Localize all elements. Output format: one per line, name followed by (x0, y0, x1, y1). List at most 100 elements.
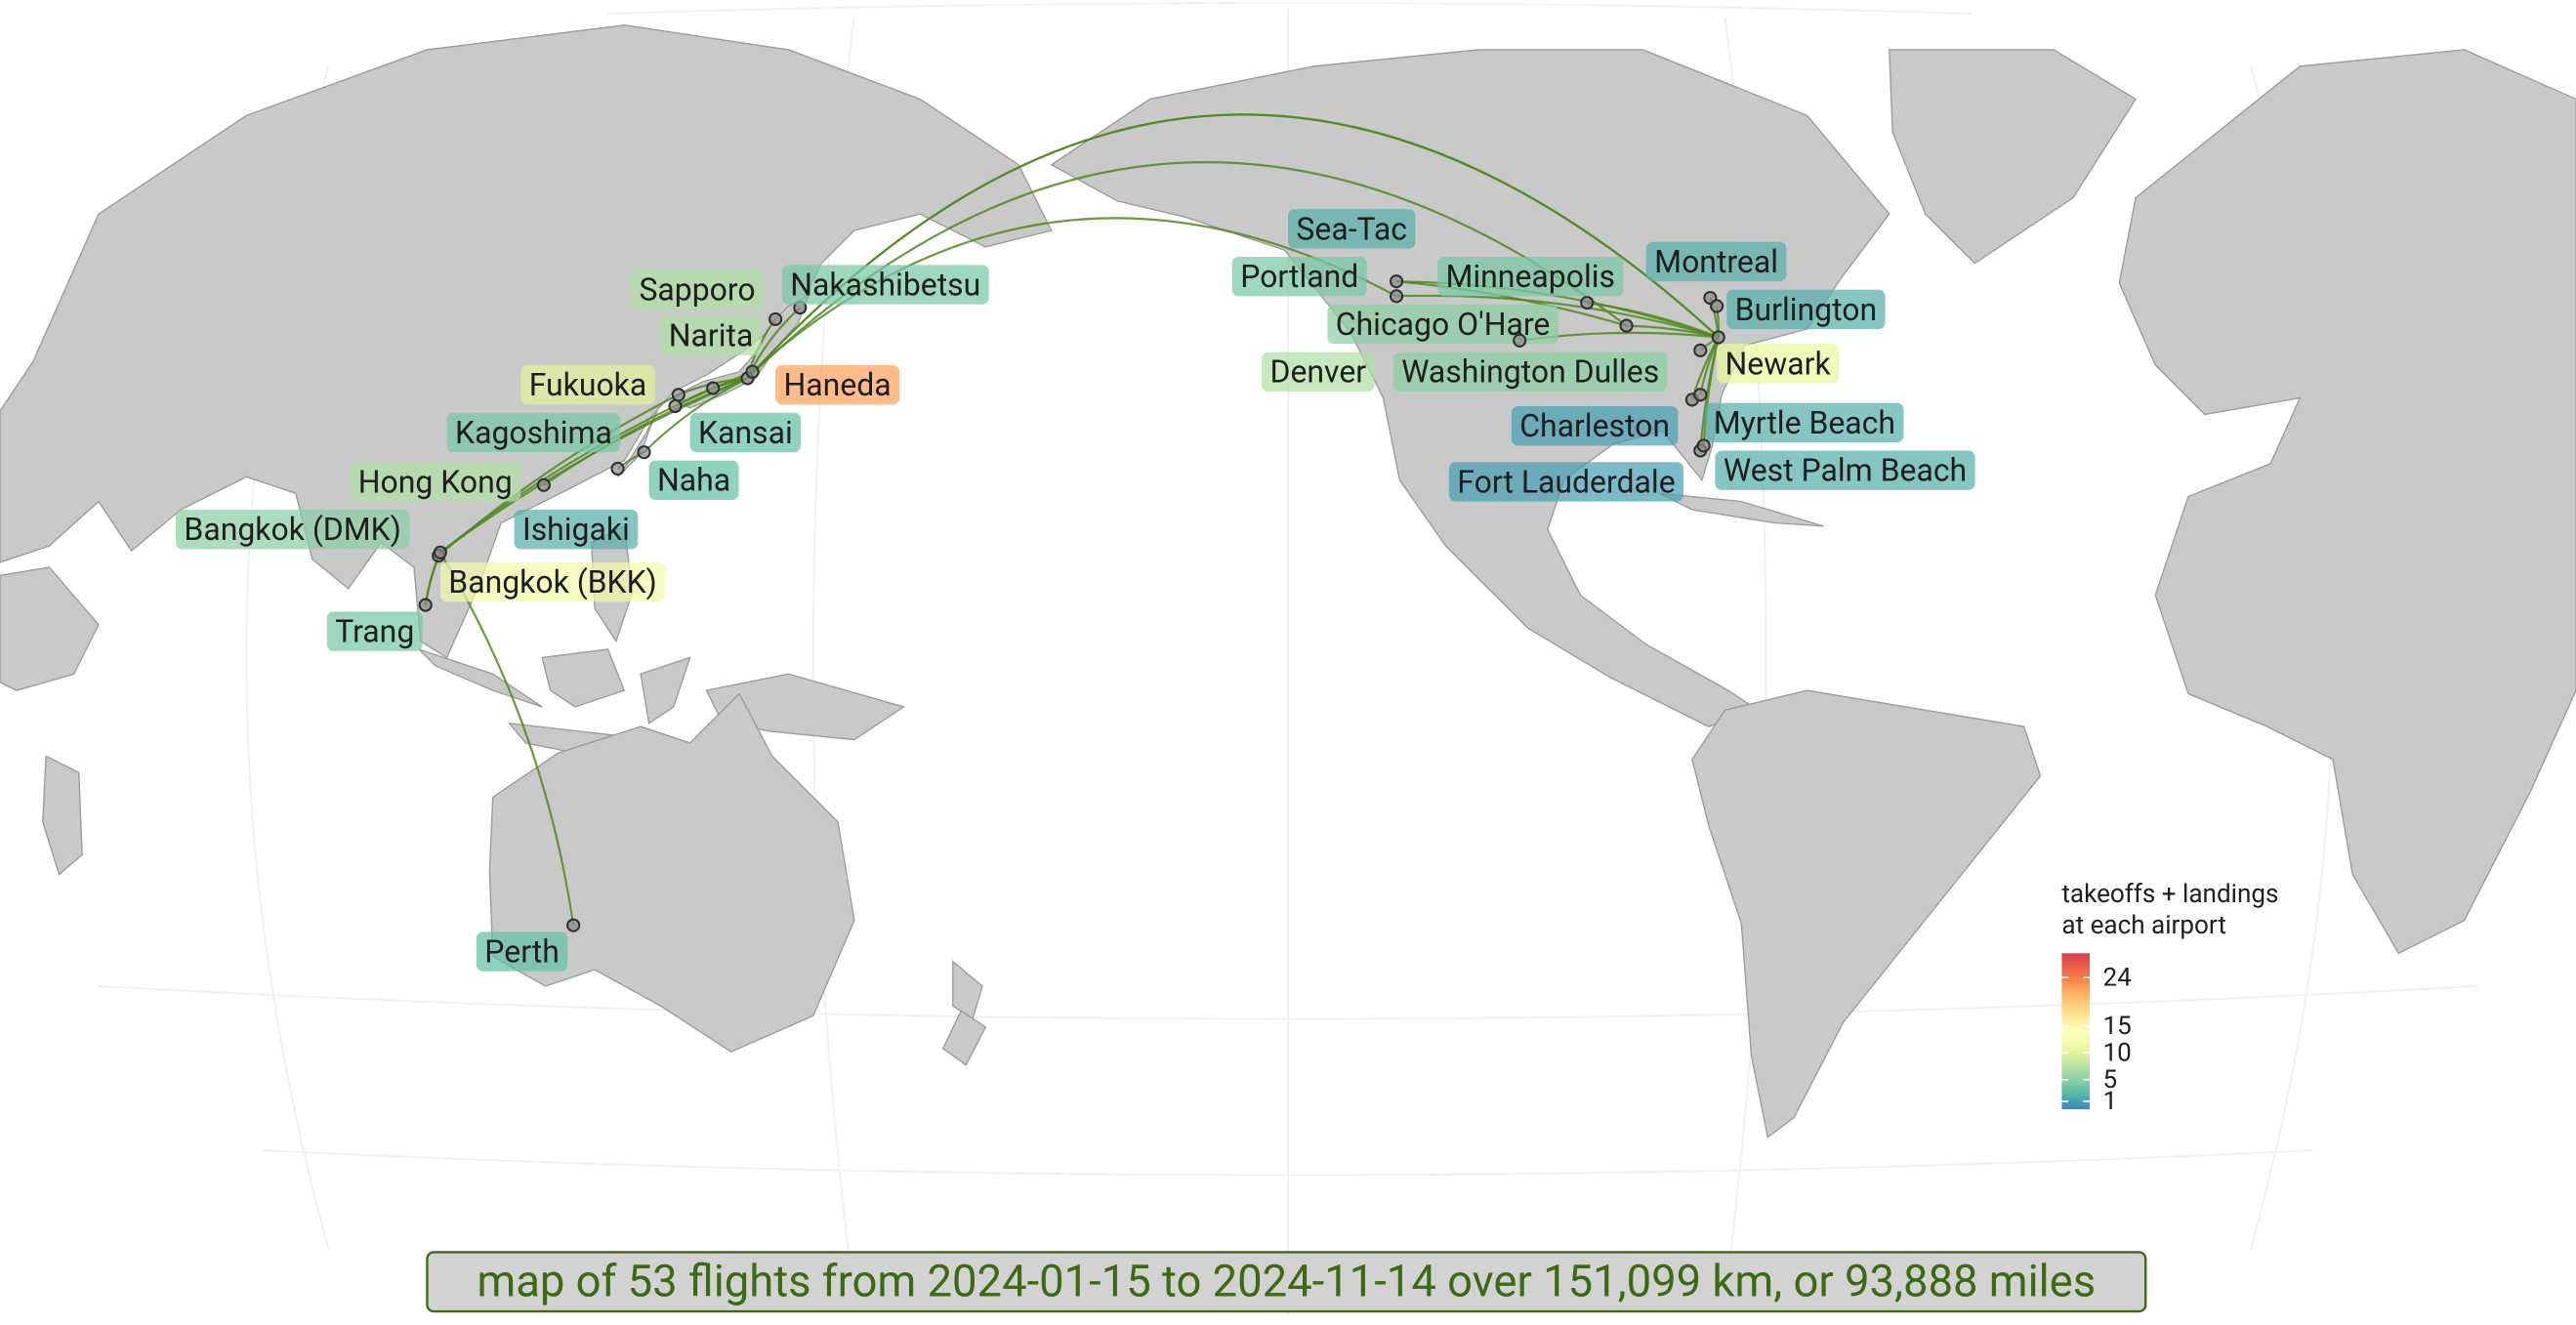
airport-dot (418, 598, 433, 612)
airport-name: Denver (1269, 353, 1366, 391)
airport-dot (1710, 299, 1724, 313)
airport-label: Washington Dulles (1392, 352, 1668, 392)
airport-name: Fukuoka (529, 366, 647, 403)
airport-name: Narita (669, 317, 754, 354)
colorbar-tick-label: 10 (2102, 1039, 2131, 1068)
flight-route (439, 377, 748, 554)
airport-dot (566, 918, 581, 932)
airport-label-box (514, 510, 639, 550)
airport-label: Minneapolis (1437, 256, 1624, 297)
airport-label: Montreal (1645, 241, 1787, 282)
airport-label: Perth (476, 932, 568, 972)
airport-label: Sapporo (631, 269, 765, 310)
airport-name: West Palm Beach (1724, 452, 1967, 489)
colorbar-tick-label: 5 (2102, 1065, 2117, 1095)
airport-label-box (631, 269, 765, 310)
airport-name: Sea-Tac (1296, 210, 1407, 247)
airport-name: Burlington (1735, 291, 1877, 328)
legend-title: takeoffs + landings (2061, 880, 2278, 909)
airport-label-box (1262, 352, 1375, 392)
airport-name: Hong Kong (358, 463, 513, 500)
flight-route (1395, 280, 1627, 327)
airport-label-box (1288, 209, 1416, 249)
airport-label-box (775, 364, 900, 405)
airport-label: Haneda (775, 364, 900, 405)
airport-dot (1619, 318, 1634, 333)
airport-label: Kansai (689, 412, 802, 453)
airport-dot (610, 461, 625, 476)
airport-name: Portland (1240, 258, 1358, 295)
airport-name: Trang (335, 613, 414, 650)
airport-label: Denver (1262, 352, 1375, 392)
colorbar-tick-label: 15 (2102, 1012, 2131, 1041)
airport-dot (706, 381, 721, 395)
airport-label-box (1448, 462, 1684, 502)
flight-route (1396, 294, 1720, 339)
airport-name: Kansai (698, 414, 793, 451)
flight-route (1626, 324, 1720, 339)
airport-dot (1580, 295, 1595, 311)
airport-dot (1696, 438, 1711, 453)
airport-label: Newark (1717, 344, 1840, 384)
legend-title: at each airport (2061, 911, 2225, 940)
airport-label: Nakashibetsu (781, 265, 989, 305)
airport-label: Trang (326, 611, 423, 651)
airport-label-box (1705, 402, 1904, 443)
airport-name: Haneda (784, 366, 892, 403)
airport-dot (433, 545, 447, 559)
airport-name: Minneapolis (1446, 258, 1615, 295)
airport-label-box (326, 611, 423, 651)
airport-dot (536, 477, 551, 492)
airport-label-box (1715, 450, 1975, 490)
airport-name: Perth (484, 933, 560, 971)
colorbar (2061, 953, 2091, 1110)
flight-route (643, 377, 748, 453)
airport-label-box (476, 932, 568, 972)
airport-dot (637, 445, 651, 460)
flight-route (751, 217, 1397, 373)
airport-label: West Palm Beach (1715, 450, 1975, 490)
airport-dot (1513, 333, 1527, 348)
airport-name: Newark (1725, 345, 1832, 382)
caption: map of 53 flights from 2024-01-15 to 202… (477, 1256, 2096, 1307)
airport-label-box (1511, 406, 1679, 446)
airport-label-box (1437, 256, 1624, 297)
airport-name: Ishigaki (522, 511, 630, 548)
flight-route (1702, 337, 1720, 446)
airport-label: Naha (648, 460, 739, 500)
airport-name: Fort Lauderdale (1457, 463, 1675, 500)
airport-name: Bangkok (BKK) (448, 563, 656, 600)
airport-label: Ishigaki (514, 510, 639, 550)
airport-name: Sapporo (639, 271, 755, 309)
airport-label: Fort Lauderdale (1448, 462, 1684, 502)
airport-label: Sea-Tac (1288, 209, 1416, 249)
flight-route (437, 393, 680, 557)
airport-label-box (1231, 256, 1367, 297)
colorbar-tick-label: 24 (2102, 963, 2132, 992)
airport-label-box (781, 265, 989, 305)
airport-name: Bangkok (DMK) (184, 511, 400, 548)
airport-label: Charleston (1511, 406, 1679, 446)
airport-name: Myrtle Beach (1714, 404, 1895, 441)
airport-name: Kagoshima (455, 414, 612, 451)
airport-name: Charleston (1519, 407, 1670, 444)
airport-label: Fukuoka (520, 364, 655, 405)
airport-label: Narita (660, 315, 762, 355)
airport-label: Bangkok (BKK) (439, 561, 666, 602)
airport-label-box (1392, 352, 1668, 392)
flight-route (1587, 301, 1720, 339)
airport-label-box (1327, 304, 1558, 345)
airport-dot (1711, 330, 1725, 345)
legend: takeoffs + landings at each airport 1510… (2061, 880, 2278, 1116)
airport-label-box (689, 412, 802, 453)
airport-dot (1389, 274, 1404, 289)
airport-label-box (520, 364, 655, 405)
airport-label: Portland (1231, 256, 1367, 297)
airport-dot (668, 398, 683, 414)
airport-label-box (350, 462, 521, 502)
airport-label: Kagoshima (446, 412, 621, 453)
airport-label: Burlington (1726, 289, 1886, 329)
airport-label-box (648, 460, 739, 500)
